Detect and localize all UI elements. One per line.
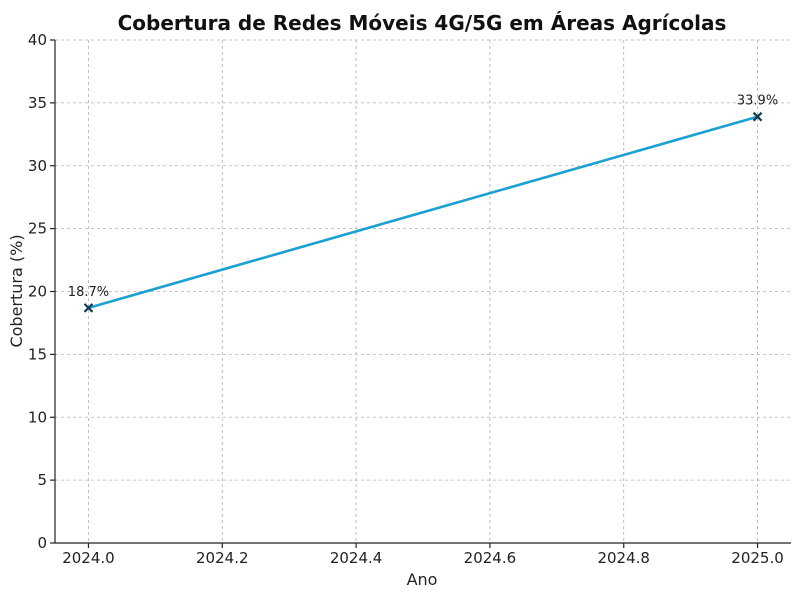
y-tick-label: 40 — [28, 31, 47, 49]
x-tick-label: 2024.4 — [330, 549, 383, 567]
tick-labels: 2024.0 2024.2 2024.4 2024.6 2024.8 2025.0 0 5 10… — [28, 31, 784, 567]
y-tick-label: 5 — [37, 471, 47, 489]
chart-title: Cobertura de Redes Móveis 4G/5G em Áreas… — [118, 11, 727, 35]
data-label: 18.7% — [68, 285, 109, 300]
y-tick-label: 20 — [28, 283, 47, 301]
y-tick-label: 15 — [28, 345, 47, 363]
data-point — [83, 303, 94, 313]
x-axis-label: Ano — [407, 570, 438, 589]
y-tick-label: 25 — [28, 220, 47, 238]
point-marker-stroke — [752, 111, 763, 122]
x-tick-label: 2024.8 — [597, 549, 650, 567]
x-tick-label: 2025.0 — [731, 549, 784, 567]
y-axis-label: Cobertura (%) — [7, 234, 26, 347]
grid — [55, 39, 791, 544]
x-tick-label: 2024.2 — [196, 549, 249, 567]
point-marker-stroke — [83, 303, 94, 313]
y-tick-label: 10 — [28, 408, 47, 426]
y-tick-label: 30 — [28, 157, 47, 175]
x-tick-label: 2024.6 — [464, 549, 517, 567]
data-point — [752, 111, 763, 122]
data-label: 33.9% — [737, 94, 778, 109]
series: 18.7% 33.9% — [68, 94, 778, 313]
y-tick-label: 0 — [37, 534, 47, 552]
series-line — [88, 115, 758, 310]
x-tick-label: 2024.0 — [62, 549, 115, 567]
y-tick-label: 35 — [28, 94, 47, 112]
